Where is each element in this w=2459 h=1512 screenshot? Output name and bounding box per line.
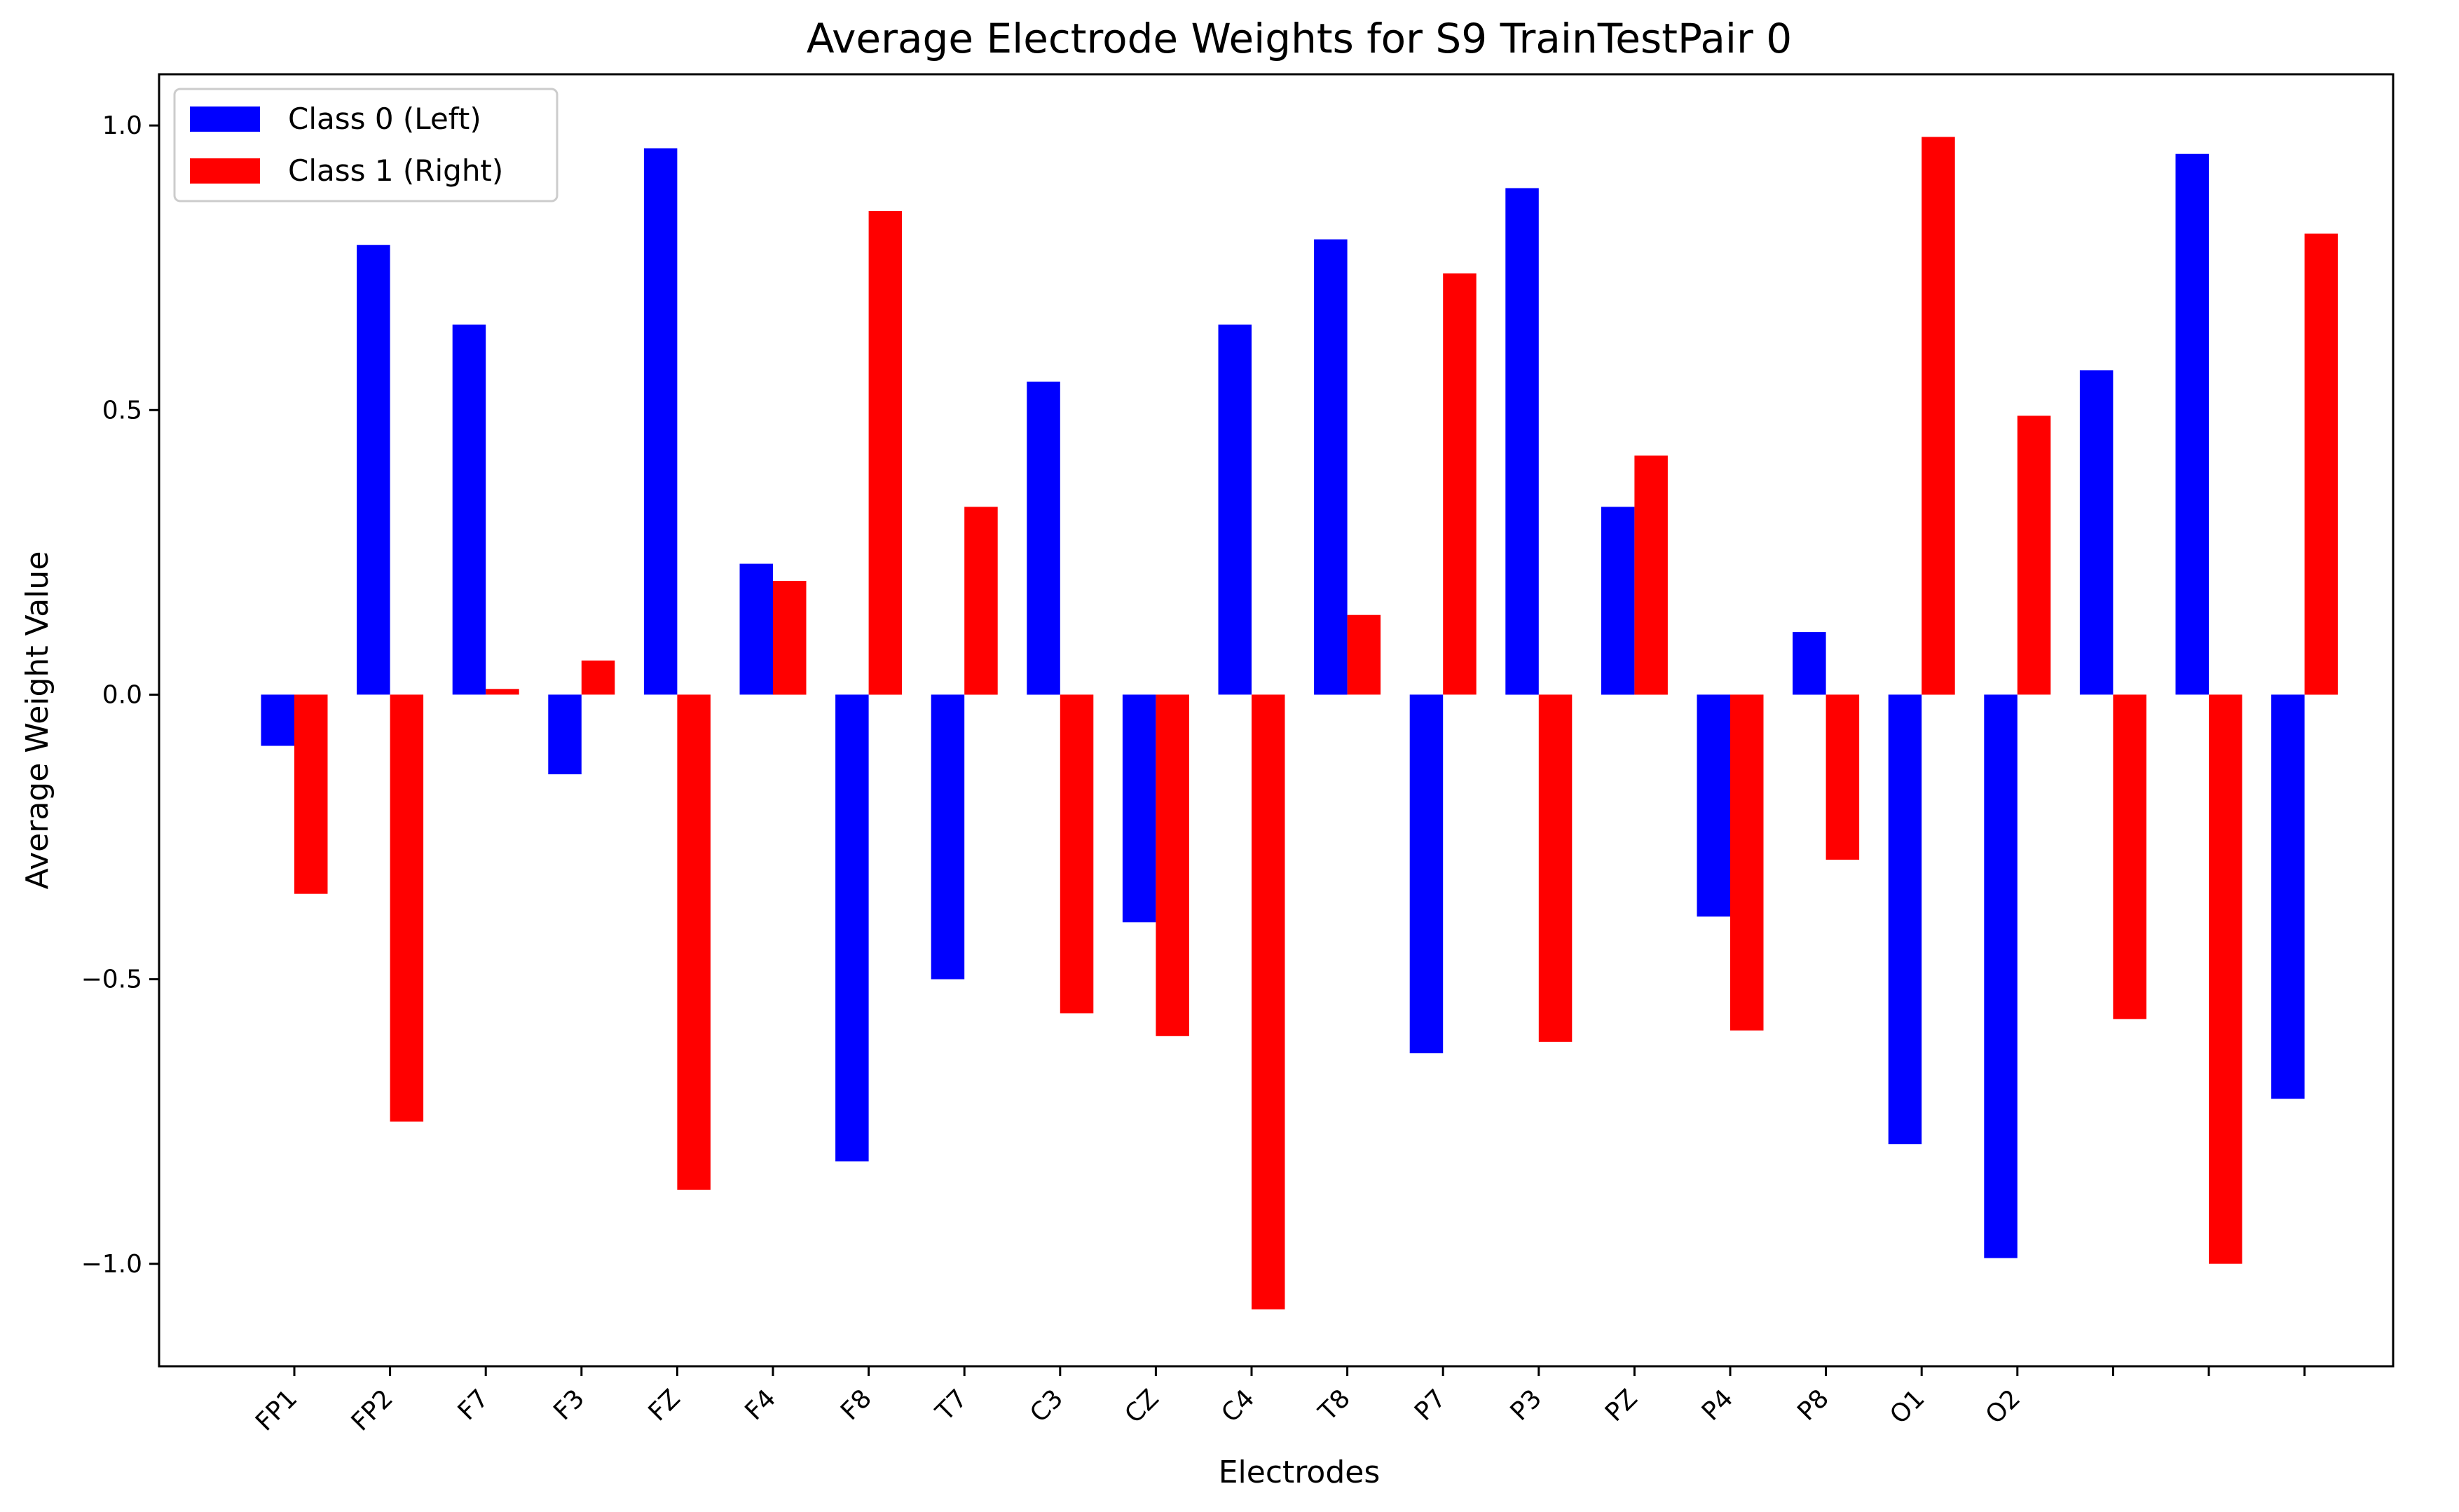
y-axis-label: Average Weight Value: [20, 551, 55, 890]
bar-class-0-14: [1601, 507, 1635, 695]
bars-group: [261, 137, 2338, 1310]
x-tick-label: PZ: [1600, 1384, 1643, 1427]
x-tick-label: F4: [740, 1384, 782, 1426]
bar-class-0-15: [1697, 694, 1730, 917]
bar-class-1-20: [2209, 694, 2242, 1264]
bar-class-0-6: [835, 694, 869, 1162]
bar-class-0-13: [1505, 188, 1539, 695]
y-tick-label: 1.0: [102, 111, 142, 140]
legend-swatch-class-1: [190, 158, 260, 184]
x-axis: FP1 FP2 F7 F3 FZ F4 F8 T7 C3 CZ C4 T8 P7 P3 PZ P4 P8 O1 O2: [250, 1366, 2306, 1437]
bar-class-0-4: [643, 148, 678, 695]
chart-title: Average Electrode Weights for S9 TrainTe…: [807, 15, 1792, 62]
bar-class-0-11: [1314, 239, 1348, 695]
bar-class-1-9: [1156, 694, 1189, 1036]
x-tick-label: C3: [1025, 1384, 1069, 1428]
y-tick-label: 0.5: [102, 396, 142, 425]
bar-class-0-7: [931, 694, 965, 980]
x-tick-label: P3: [1505, 1384, 1548, 1427]
bar-class-0-0: [261, 694, 294, 746]
bar-class-1-6: [868, 211, 903, 695]
legend-label-class-1: Class 1 (Right): [288, 153, 503, 188]
bar-class-0-20: [2175, 153, 2209, 695]
bar-class-0-9: [1122, 694, 1156, 923]
y-tick-label: 0.0: [102, 680, 142, 709]
x-tick-label: F3: [548, 1384, 590, 1426]
bar-class-0-1: [357, 245, 390, 695]
x-tick-label: FZ: [643, 1384, 686, 1427]
x-tick-label: F8: [835, 1384, 877, 1426]
x-tick-label: P7: [1409, 1384, 1452, 1427]
bar-class-0-18: [1984, 694, 2018, 1258]
y-axis: −1.0 −0.5 0.0 0.5 1.0: [81, 111, 159, 1279]
x-tick-label: P4: [1697, 1384, 1739, 1427]
bar-class-1-12: [1443, 273, 1477, 695]
bar-class-0-5: [739, 563, 773, 695]
x-tick-label: FP2: [346, 1384, 399, 1436]
x-tick-label: FP1: [250, 1384, 303, 1436]
bar-class-1-7: [964, 507, 998, 695]
bar-class-1-19: [2113, 694, 2146, 1019]
bar-class-0-10: [1218, 324, 1252, 695]
x-tick-label: C4: [1216, 1384, 1260, 1428]
x-tick-label: O1: [1884, 1384, 1930, 1429]
bar-class-1-3: [581, 660, 615, 695]
bar-class-1-13: [1538, 694, 1573, 1042]
bar-class-1-18: [2017, 415, 2051, 695]
bar-class-1-1: [390, 694, 424, 1122]
x-tick-label: T8: [1313, 1384, 1356, 1427]
x-axis-label: Electrodes: [1219, 1455, 1381, 1490]
bar-class-0-12: [1409, 694, 1444, 1054]
bar-class-1-8: [1060, 694, 1094, 1014]
bar-class-0-21: [2271, 694, 2305, 1099]
bar-class-0-19: [2079, 370, 2114, 695]
bar-class-1-5: [773, 581, 807, 695]
x-tick-label: P8: [1792, 1384, 1835, 1427]
bar-class-1-2: [486, 689, 519, 695]
x-tick-label: O2: [1980, 1384, 2026, 1429]
legend-label-class-0: Class 0 (Left): [288, 102, 481, 136]
y-tick-label: −0.5: [81, 965, 142, 994]
bar-class-0-3: [548, 694, 582, 775]
bar-class-0-8: [1027, 381, 1060, 695]
bar-class-1-14: [1634, 455, 1668, 695]
y-tick-label: −1.0: [81, 1250, 142, 1279]
bar-class-0-2: [452, 324, 486, 695]
bar-class-1-15: [1730, 694, 1764, 1031]
legend: Class 0 (Left) Class 1 (Right): [173, 88, 559, 202]
bar-class-1-11: [1347, 614, 1381, 695]
bar-class-1-21: [2304, 233, 2338, 695]
bar-class-0-17: [1888, 694, 1922, 1145]
bar-class-1-17: [1922, 137, 1955, 695]
plot-frame: [158, 73, 2395, 1368]
x-tick-label: F7: [453, 1384, 495, 1426]
bar-class-1-4: [677, 694, 711, 1190]
legend-box: [173, 88, 559, 202]
x-tick-label: CZ: [1120, 1384, 1165, 1429]
bar-class-1-0: [294, 694, 328, 894]
bar-class-0-16: [1793, 632, 1826, 695]
bar-class-1-10: [1252, 694, 1285, 1310]
x-tick-label: T7: [930, 1384, 973, 1427]
bar-class-1-16: [1826, 694, 1860, 860]
legend-swatch-class-0: [190, 106, 260, 132]
